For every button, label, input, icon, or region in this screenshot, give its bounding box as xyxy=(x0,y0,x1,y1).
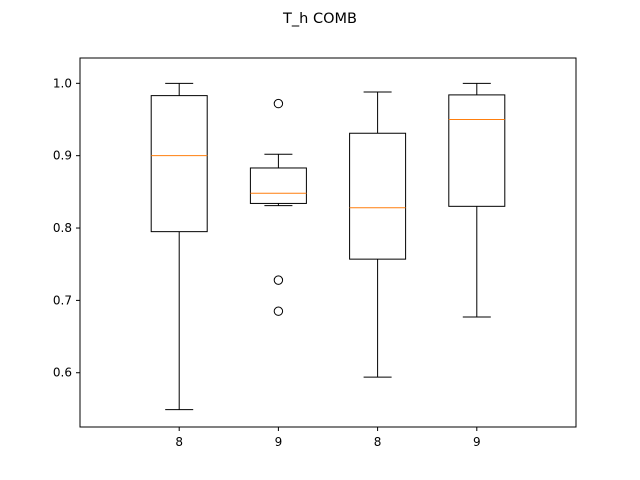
box-1 xyxy=(150,95,208,233)
box-2 xyxy=(249,167,307,204)
chart-title: T_h COMB xyxy=(282,11,357,27)
y-tick-label-2: 0.7 xyxy=(53,293,72,307)
x-tick-label-3: 8 xyxy=(374,435,382,449)
plot-area: 0.6 0.7 0.8 0.9 1.0 8 9 8 9 xyxy=(53,57,577,449)
x-tick-label-4: 9 xyxy=(473,435,481,449)
y-tick-label-1: 0.6 xyxy=(53,366,72,380)
x-tick-label-2: 9 xyxy=(275,435,283,449)
box-2-outlier-3 xyxy=(273,306,284,316)
y-tick-label-3: 0.8 xyxy=(53,221,72,235)
box-2-outlier-2 xyxy=(273,275,284,285)
x-tick-label-1: 8 xyxy=(175,435,183,449)
y-tick-label-5: 1.0 xyxy=(53,76,72,90)
y-tick-label-4: 0.9 xyxy=(53,149,72,163)
box-4 xyxy=(448,94,506,207)
box-3 xyxy=(349,132,407,260)
box-2-outlier-1 xyxy=(273,98,284,109)
axes-frame xyxy=(79,57,577,428)
